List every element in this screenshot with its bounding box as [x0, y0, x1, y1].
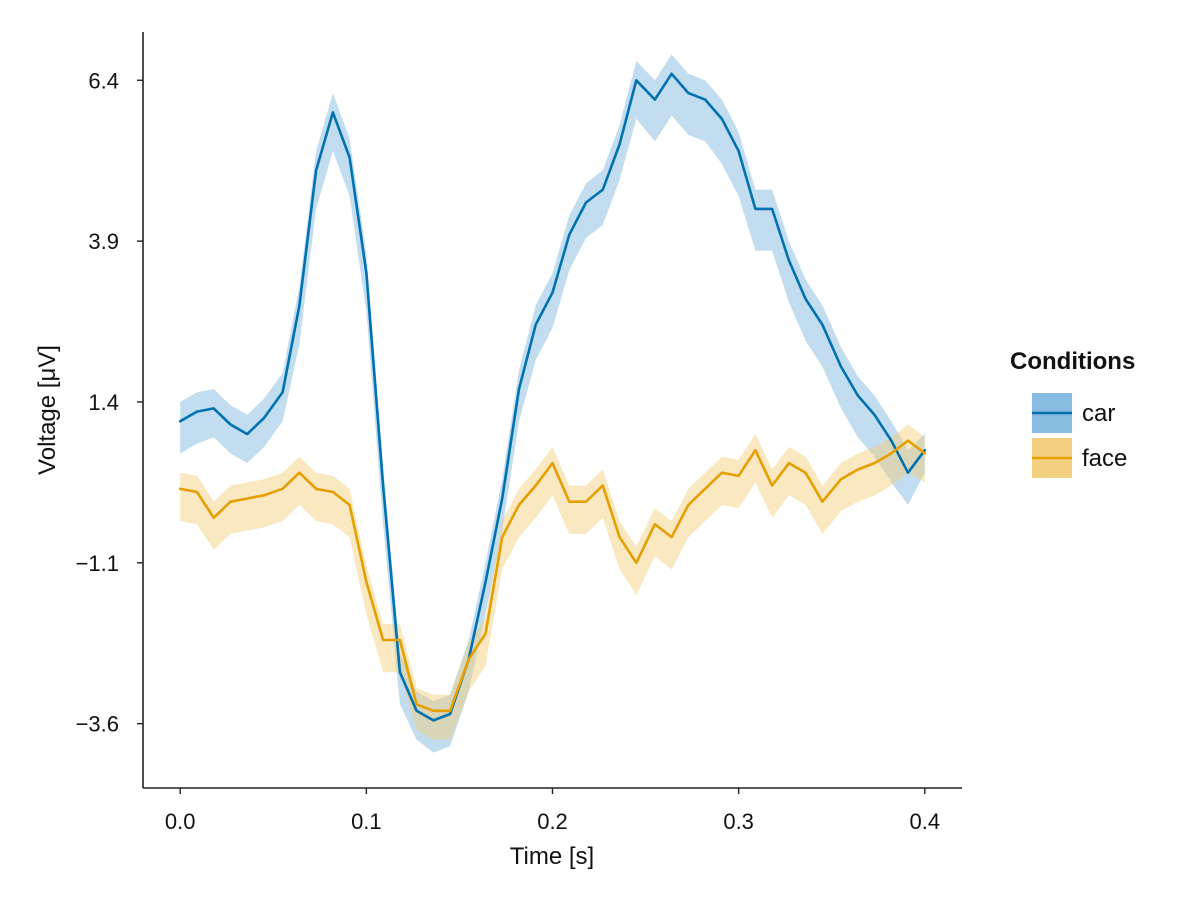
legend-item-face: face	[1032, 438, 1127, 478]
y-tick-label: 6.4	[88, 68, 119, 93]
x-axis-title: Time [s]	[510, 843, 594, 870]
x-axis-ticks: 0.0 0.1 0.2 0.3 0.4	[165, 788, 940, 834]
x-tick-label: 0.0	[165, 809, 196, 834]
y-tick-label: 3.9	[88, 229, 119, 254]
band-face	[180, 424, 925, 740]
legend-title: Conditions	[1010, 348, 1135, 375]
legend-label-car: car	[1082, 400, 1115, 427]
x-tick-label: 0.4	[909, 809, 940, 834]
legend: Conditions car face	[1010, 348, 1135, 478]
legend-label-face: face	[1082, 445, 1127, 472]
line-car	[178, 72, 927, 722]
y-tick-label: −1.1	[76, 551, 119, 576]
y-tick-label: −3.6	[76, 712, 119, 737]
x-tick-label: 0.2	[537, 809, 568, 834]
band-car	[180, 54, 925, 753]
confidence-bands	[180, 54, 925, 753]
y-tick-label: 1.4	[88, 390, 119, 415]
y-axis-title: Voltage [μV]	[34, 345, 61, 475]
line-face	[178, 439, 927, 713]
series-lines	[178, 72, 927, 722]
legend-item-car: car	[1032, 393, 1115, 433]
y-axis-ticks: 6.4 3.9 1.4 −1.1 −3.6	[76, 68, 143, 737]
x-tick-label: 0.1	[351, 809, 382, 834]
x-tick-label: 0.3	[723, 809, 754, 834]
